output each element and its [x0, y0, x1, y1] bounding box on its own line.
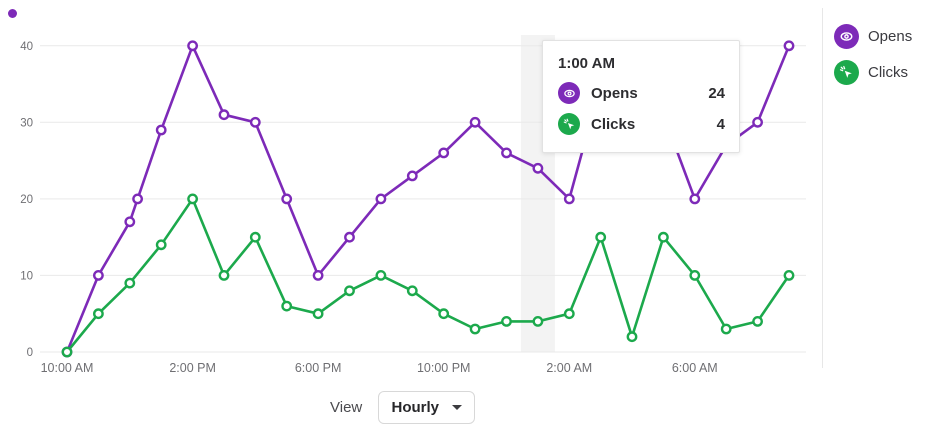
opens-point[interactable] [344, 231, 355, 243]
opens-point[interactable] [155, 124, 167, 136]
legend: Opens Clicks [834, 24, 912, 96]
click-cursor-icon [834, 60, 859, 85]
legend-divider [822, 8, 823, 368]
clicks-point[interactable] [93, 308, 104, 320]
opens-point[interactable] [249, 116, 261, 128]
opens-point[interactable] [752, 116, 763, 128]
tooltip: 1:00 AM Opens 24 Clicks 4 [542, 40, 740, 153]
opens-point[interactable] [124, 216, 136, 228]
opens-point[interactable] [375, 193, 387, 205]
clicks-point[interactable] [626, 331, 638, 343]
stray-purple-dot [8, 9, 17, 18]
opens-point[interactable] [218, 109, 230, 121]
clicks-point[interactable] [281, 300, 293, 312]
clicks-point[interactable] [218, 269, 230, 281]
opens-point[interactable] [406, 170, 418, 182]
x-axis-tick-label: 10:00 AM [41, 361, 94, 375]
opens-point[interactable] [187, 40, 199, 52]
opens-point[interactable] [563, 193, 575, 205]
clicks-point[interactable] [501, 315, 512, 327]
tooltip-series-label: Opens [591, 84, 638, 102]
legend-item-opens[interactable]: Opens [834, 24, 912, 49]
tooltip-series-value: 24 [708, 84, 725, 102]
opens-point[interactable] [281, 193, 293, 205]
y-axis-tick-label: 0 [27, 347, 33, 359]
clicks-point[interactable] [438, 308, 450, 320]
chevron-down-icon [452, 405, 462, 410]
opens-point[interactable] [783, 40, 795, 52]
view-control: View Hourly [330, 391, 476, 424]
opens-point[interactable] [501, 147, 512, 159]
x-axis-tick-label: 6:00 PM [295, 361, 342, 375]
legend-item-clicks[interactable]: Clicks [834, 60, 912, 85]
clicks-point[interactable] [249, 231, 261, 243]
x-axis-tick-label: 6:00 AM [672, 361, 718, 375]
x-axis-tick-label: 2:00 PM [169, 361, 216, 375]
opens-point[interactable] [689, 193, 701, 205]
clicks-point[interactable] [344, 285, 355, 297]
clicks-point[interactable] [783, 269, 795, 281]
opens-point[interactable] [312, 269, 324, 281]
opens-point[interactable] [469, 116, 481, 128]
clicks-point[interactable] [155, 239, 167, 251]
view-dropdown-value: Hourly [391, 399, 439, 416]
clicks-point[interactable] [595, 231, 607, 243]
opens-point[interactable] [132, 193, 144, 205]
x-axis-tick-label: 2:00 AM [546, 361, 592, 375]
clicks-point[interactable] [375, 269, 387, 281]
view-label: View [330, 399, 363, 416]
clicks-point[interactable] [61, 346, 73, 358]
view-dropdown[interactable]: Hourly [378, 391, 476, 424]
clicks-point[interactable] [312, 308, 324, 320]
opens-point[interactable] [438, 147, 450, 159]
y-axis-tick-label: 10 [20, 270, 33, 282]
opens-point[interactable] [532, 162, 544, 174]
clicks-point[interactable] [469, 323, 481, 335]
legend-label-opens: Opens [868, 28, 913, 45]
y-axis-tick-label: 40 [20, 41, 33, 53]
clicks-point[interactable] [406, 285, 418, 297]
clicks-line [65, 197, 791, 354]
line-chart: 0 10 20 30 40 10:00 AM 2:00 PM 6:00 PM 10:00 PM 2… [20, 35, 806, 375]
eye-icon [834, 24, 859, 49]
clicks-point[interactable] [752, 315, 763, 327]
opens-point[interactable] [93, 269, 104, 281]
tooltip-series-label: Clicks [591, 115, 636, 133]
clicks-point[interactable] [720, 323, 732, 335]
tooltip-title: 1:00 AM [558, 55, 615, 72]
legend-label-clicks: Clicks [868, 64, 908, 81]
tooltip-series-value: 4 [716, 115, 725, 133]
clicks-point[interactable] [658, 231, 669, 243]
click-cursor-icon [558, 113, 580, 135]
x-axis-tick-label: 10:00 PM [417, 361, 471, 375]
clicks-point[interactable] [563, 308, 575, 320]
tooltip-row-opens: Opens 24 [558, 82, 725, 104]
y-axis-tick-label: 30 [20, 117, 33, 129]
clicks-point[interactable] [124, 277, 136, 289]
clicks-point[interactable] [689, 269, 701, 281]
eye-icon [558, 82, 580, 104]
clicks-point[interactable] [187, 193, 199, 205]
y-axis-tick-label: 20 [20, 194, 33, 206]
tooltip-row-clicks: Clicks 4 [558, 113, 725, 135]
clicks-point[interactable] [532, 315, 544, 327]
